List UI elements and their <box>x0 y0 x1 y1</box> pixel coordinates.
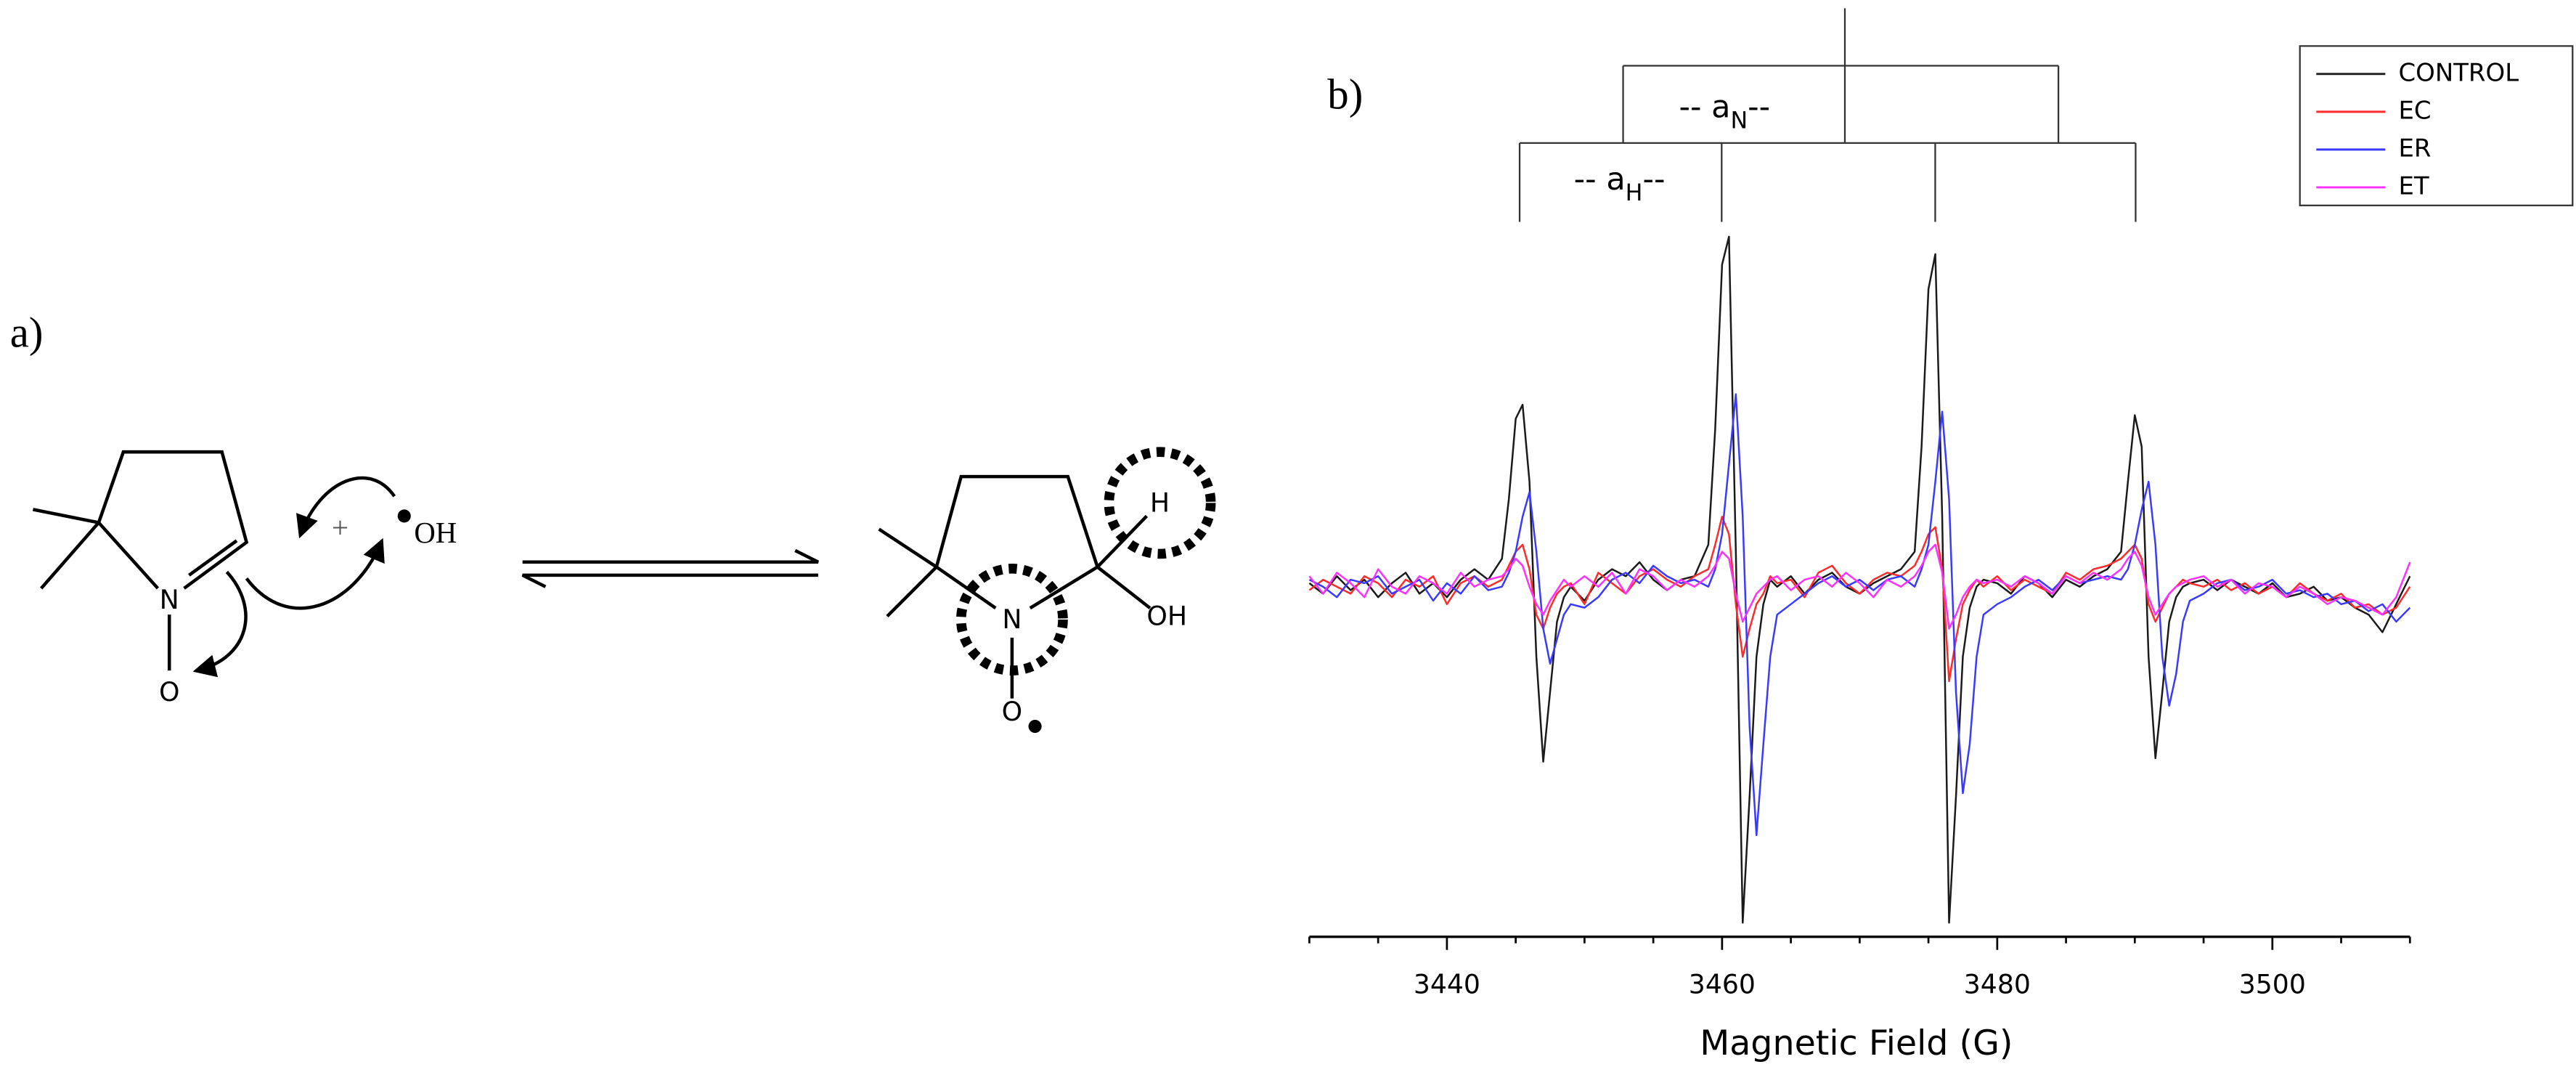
splitting-label: -- aH-- <box>1574 161 1666 206</box>
electron-arrow <box>296 476 396 539</box>
splitting-label: -- aN-- <box>1679 89 1770 134</box>
forward-arrow <box>522 548 819 564</box>
panel-label: b) <box>1327 70 1363 118</box>
x-axis-title: Magnetic Field (G) <box>1700 1023 2013 1063</box>
methyl-bonds <box>878 527 938 618</box>
legend-label: EC <box>2398 97 2431 125</box>
ring-bonds <box>934 474 1100 610</box>
double-bond <box>188 539 238 577</box>
electron-arrow <box>245 538 385 610</box>
series-line <box>1308 516 2411 683</box>
radical-dot <box>1028 719 1042 734</box>
x-tick-label: 3480 <box>1964 969 2031 1000</box>
atom-label: N <box>160 584 179 615</box>
legend: CONTROL EC ER ET <box>2299 45 2574 206</box>
substituent-bonds <box>1096 514 1152 609</box>
radical-label: OH <box>414 516 457 549</box>
label-text: -- a <box>1679 89 1730 125</box>
x-tick-label: 3440 <box>1414 969 1480 1000</box>
label-subscript: N <box>1730 108 1748 134</box>
splitting-diagram: -- aN-- -- aH-- <box>1518 8 2137 222</box>
label-text: -- <box>1642 161 1665 197</box>
label-text: -- a <box>1574 161 1626 197</box>
chart: b) -- aN-- -- aH-- Magnetic Field (G) 34… <box>1308 8 2574 1063</box>
panel-label: a) <box>10 309 44 356</box>
x-tick-label: 3460 <box>1689 969 1756 1000</box>
x-tick-label: 3500 <box>2239 969 2306 1000</box>
electron-arrow <box>192 570 248 678</box>
highlight-circle <box>955 564 1068 676</box>
atom-label: O <box>1002 696 1022 727</box>
methyl-bonds <box>32 508 100 590</box>
atom-label: OH <box>1146 601 1187 632</box>
legend-label: ER <box>2398 134 2431 163</box>
series-line <box>1308 393 2411 837</box>
splitting-lines <box>1518 8 2137 222</box>
legend-label: CONTROL <box>2398 59 2519 87</box>
legend-label: ET <box>2398 172 2429 200</box>
reverse-arrow <box>521 573 818 588</box>
highlight-circle <box>1104 447 1216 559</box>
label-text: -- <box>1748 89 1770 125</box>
atom-label: H <box>1150 487 1170 519</box>
series-line <box>1308 543 2411 630</box>
radical-dot <box>397 509 411 523</box>
plus-sign: + <box>332 511 349 544</box>
product: N O H OH <box>878 447 1216 734</box>
legend-frame <box>2299 45 2574 206</box>
label-subscript: H <box>1626 180 1643 206</box>
reaction-scheme: a) N O + OH N O H OH <box>10 309 1216 734</box>
reactant: N O + OH <box>32 450 457 707</box>
atom-label: O <box>159 676 179 707</box>
atom-label: N <box>1002 604 1022 635</box>
ring-bonds <box>97 450 249 590</box>
